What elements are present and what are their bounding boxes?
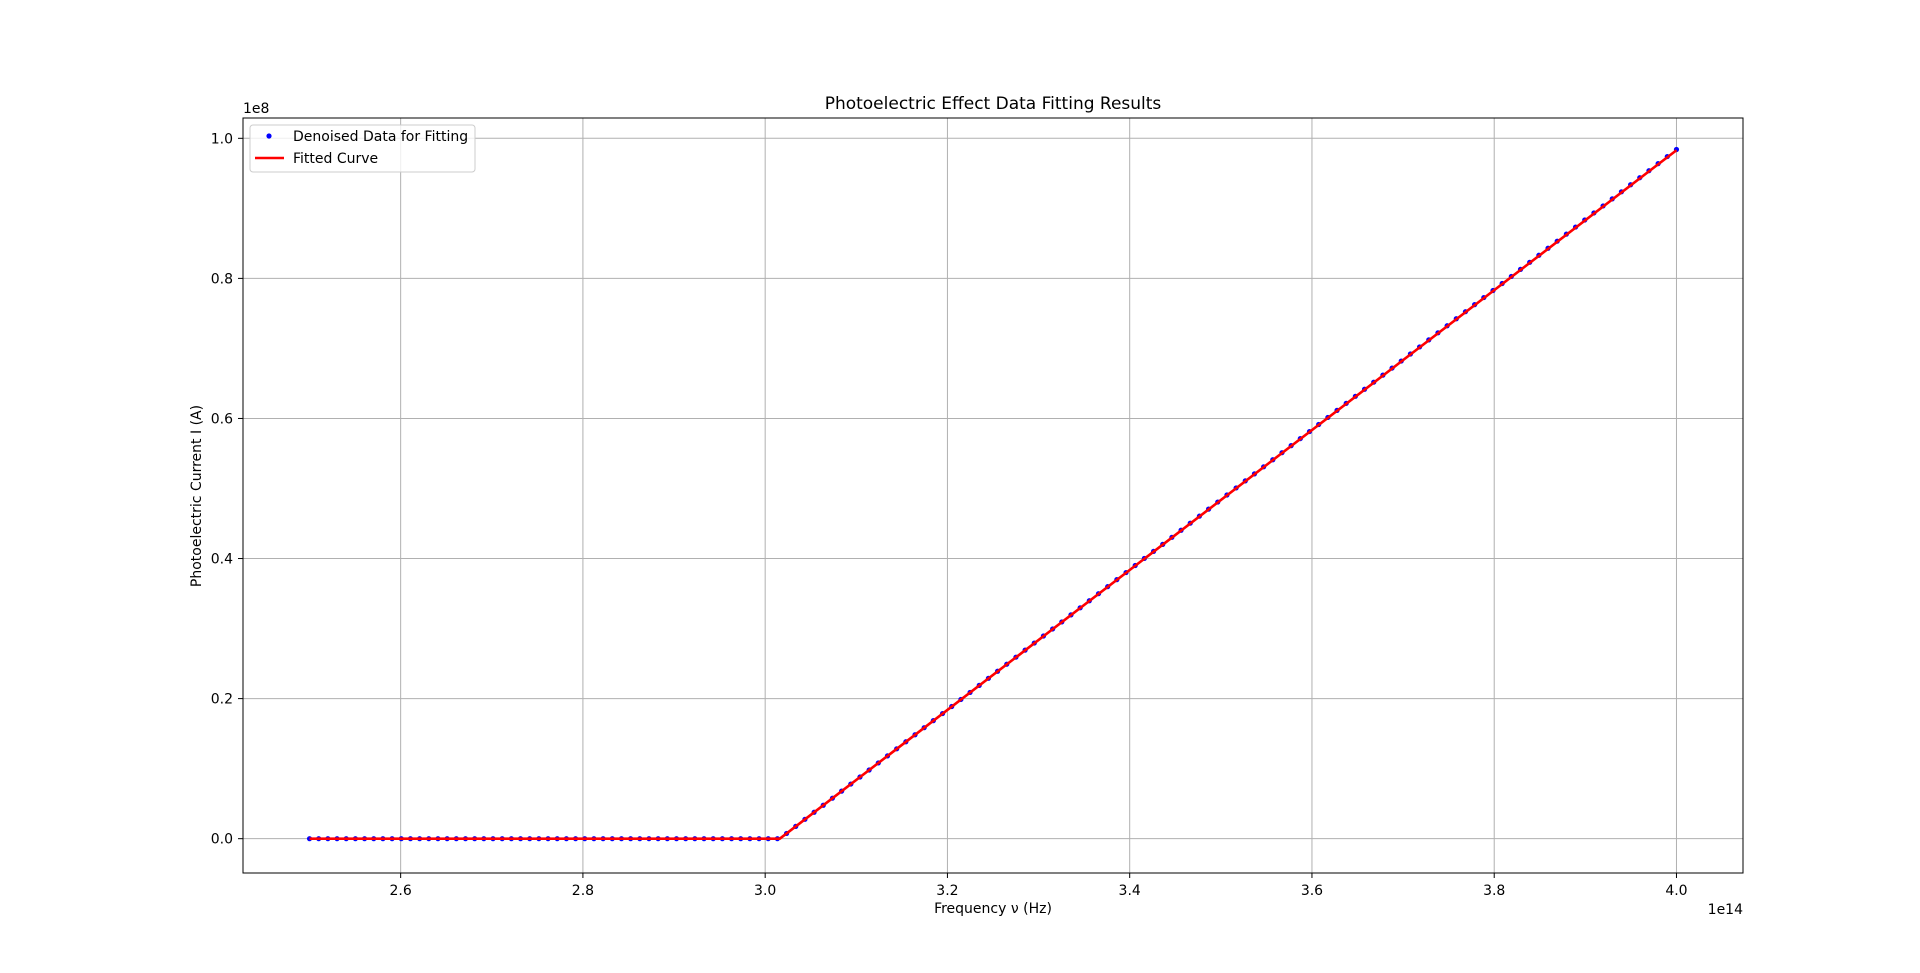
x-axis-label: Frequency ν (Hz) xyxy=(934,901,1052,917)
x-tick-label: 3.6 xyxy=(1301,883,1323,899)
y-tick-label: 1.0 xyxy=(211,131,233,147)
plot-frame xyxy=(242,117,1744,874)
x-tick-label: 2.8 xyxy=(572,883,594,899)
x-tick-label: 3.0 xyxy=(754,883,776,899)
legend-label-fitted-curve: Fitted Curve xyxy=(293,151,378,167)
y-tick-label: 0.2 xyxy=(211,692,233,708)
fitted-curve-line xyxy=(309,149,1678,840)
x-offset-text: 1e14 xyxy=(1708,902,1743,918)
x-tick-label: 2.6 xyxy=(390,883,412,899)
chart-title: Photoelectric Effect Data Fitting Result… xyxy=(825,94,1162,114)
y-tick-label: 0.0 xyxy=(211,832,233,848)
x-tick-label: 4.0 xyxy=(1665,883,1687,899)
series-layer xyxy=(306,146,1680,842)
legend-marker-denoised-data xyxy=(266,133,272,139)
legend: Denoised Data for Fitting Fitted Curve xyxy=(249,124,476,173)
ticks: 2.6 2.8 3.0 3.2 3.4 3.6 3.8 4.0 0.0 0.2 0.4 0.6 0.8 1… xyxy=(211,131,1688,899)
y-offset-text: 1e8 xyxy=(243,101,269,117)
y-tick-label: 0.4 xyxy=(211,552,233,568)
x-tick-label: 3.8 xyxy=(1483,883,1505,899)
y-tick-label: 0.8 xyxy=(211,271,233,287)
legend-label-denoised-data: Denoised Data for Fitting xyxy=(293,129,468,145)
y-tick-label: 0.6 xyxy=(211,411,233,427)
y-axis-label: Photoelectric Current I (A) xyxy=(189,405,205,587)
legend-box xyxy=(249,124,476,173)
x-tick-label: 3.4 xyxy=(1119,883,1141,899)
x-tick-label: 3.2 xyxy=(936,883,958,899)
